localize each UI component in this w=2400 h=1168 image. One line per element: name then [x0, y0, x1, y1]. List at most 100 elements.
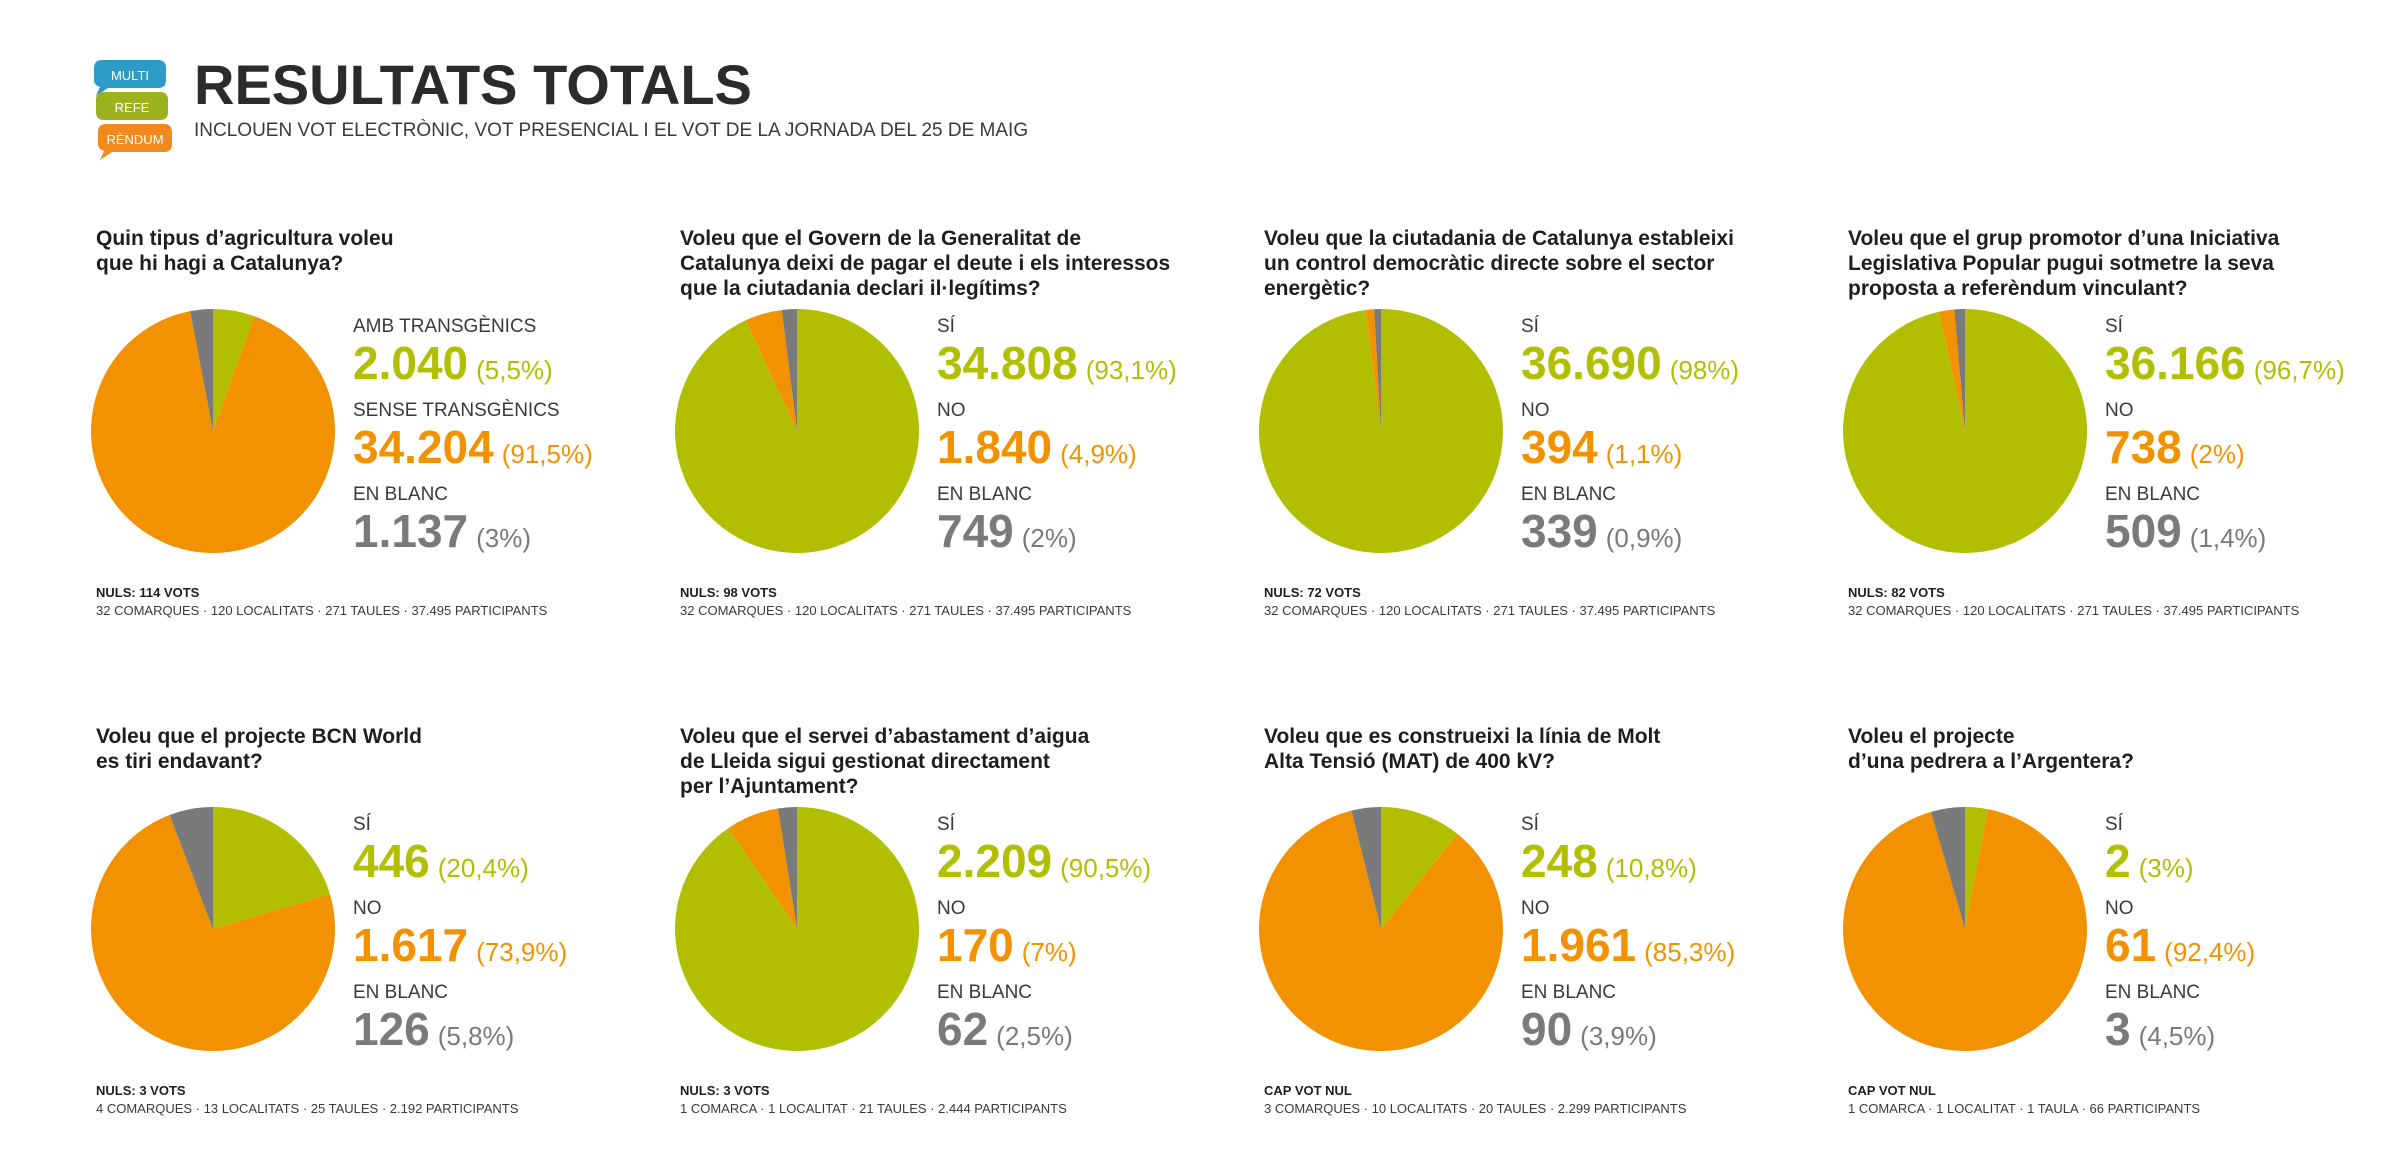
- question-line: Voleu que la ciutadania de Catalunya est…: [1264, 227, 1734, 250]
- vote-count: 339: [1521, 505, 1598, 557]
- null-votes: NULS: 82 VOTS: [1848, 585, 1945, 600]
- vote-count: 62: [937, 1003, 989, 1055]
- result-value: 1.137 (3%): [353, 504, 531, 565]
- pie-slice: [1842, 809, 2087, 1052]
- question-line: de Lleida sigui gestionat directament: [680, 750, 1050, 773]
- pie-chart: [675, 309, 920, 553]
- result-label: NO: [1521, 898, 1550, 919]
- result-value: 36.166 (96,7%): [2105, 336, 2345, 397]
- pie-chart: [91, 309, 336, 553]
- pie-chart: [675, 807, 920, 1051]
- participation-stats: 1 COMARCA · 1 LOCALITAT · 21 TAULES · 2.…: [680, 1101, 1067, 1116]
- results-legend: AMB TRANSGÈNICS 2.040 (5,5%) SENSE TRANSGÈN…: [353, 316, 673, 568]
- result-label: EN BLANC: [1521, 982, 1617, 1003]
- referendum-panel: Voleu que el grup promotor d’una Iniciat…: [1840, 226, 2400, 646]
- panel-footer: NULS: 98 VOTS 32 COMARQUES · 120 LOCALITA…: [680, 584, 1240, 620]
- null-votes: NULS: 3 VOTS: [680, 1083, 770, 1098]
- result-label: EN BLANC: [1521, 484, 1617, 505]
- question-title: Voleu que es construeixi la línia de Mol…: [1264, 724, 1804, 774]
- result-label: SÍ: [2105, 316, 2123, 337]
- vote-percent: (3%): [476, 523, 532, 553]
- vote-count: 2.209: [937, 835, 1053, 887]
- result-value: 170 (7%): [937, 918, 1077, 979]
- vote-percent: (20,4%): [437, 853, 529, 883]
- panel-footer: CAP VOT NUL 3 COMARQUES · 10 LOCALITATS ·…: [1264, 1082, 1824, 1118]
- vote-percent: (7%): [1021, 937, 1077, 967]
- result-item: SÍ 446 (20,4%): [353, 814, 673, 898]
- vote-count: 1.961: [1521, 919, 1637, 971]
- vote-count: 248: [1521, 835, 1598, 887]
- result-item: NO 394 (1,1%): [1521, 400, 1841, 484]
- participation-stats: 1 COMARCA · 1 LOCALITAT · 1 TAULA · 66 P…: [1848, 1101, 2201, 1116]
- participation-stats: 32 COMARQUES · 120 LOCALITATS · 271 TAUL…: [680, 603, 1132, 618]
- pie-slice: [1351, 807, 1381, 929]
- null-votes: CAP VOT NUL: [1264, 1083, 1352, 1098]
- pie-slice: [169, 807, 213, 929]
- result-label: EN BLANC: [2105, 982, 2201, 1003]
- result-item: EN BLANC 1.137 (3%): [353, 484, 673, 568]
- question-line: Voleu que el projecte BCN World: [96, 725, 422, 748]
- vote-percent: (93,1%): [1085, 355, 1177, 385]
- result-value: 3 (4,5%): [2105, 1002, 2215, 1063]
- page-subtitle: INCLOUEN VOT ELECTRÒNIC, VOT PRESENCIAL …: [194, 120, 1029, 141]
- pie-chart: [1842, 807, 2087, 1052]
- multireferendum-logo: MULTI REFE RÈNDUM: [94, 60, 172, 160]
- pie-slice: [1258, 309, 1503, 553]
- pie-slice: [1843, 309, 2088, 553]
- result-label: NO: [353, 898, 382, 919]
- result-label: SÍ: [2105, 814, 2123, 835]
- vote-percent: (3,9%): [1580, 1021, 1657, 1051]
- result-value: 509 (1,4%): [2105, 504, 2266, 565]
- result-value: 62 (2,5%): [937, 1002, 1073, 1063]
- result-item: NO 170 (7%): [937, 898, 1257, 982]
- question-line: Catalunya deixi de pagar el deute i els …: [680, 252, 1171, 275]
- result-label: SÍ: [1521, 316, 1539, 337]
- result-item: EN BLANC 749 (2%): [937, 484, 1257, 568]
- participation-stats: 4 COMARQUES · 13 LOCALITATS · 25 TAULES …: [96, 1101, 519, 1116]
- pie-slice: [91, 815, 336, 1052]
- pie-slice: [1374, 309, 1381, 431]
- logo-word: REFE: [115, 100, 150, 115]
- question-line: es tiri endavant?: [96, 750, 263, 773]
- result-label: NO: [1521, 400, 1550, 421]
- vote-count: 36.166: [2105, 337, 2246, 389]
- result-value: 90 (3,9%): [1521, 1002, 1657, 1063]
- result-item: SÍ 36.690 (98%): [1521, 316, 1841, 400]
- vote-count: 1.840: [937, 421, 1053, 473]
- result-item: SÍ 2 (3%): [2105, 814, 2400, 898]
- result-value: 248 (10,8%): [1521, 834, 1697, 895]
- pie-slice: [675, 309, 920, 553]
- result-value: 2.040 (5,5%): [353, 336, 553, 397]
- result-value: 126 (5,8%): [353, 1002, 514, 1063]
- question-line: energètic?: [1264, 277, 1371, 300]
- vote-percent: (2%): [1021, 523, 1077, 553]
- referendum-panel: Voleu que la ciutadania de Catalunya est…: [1256, 226, 1836, 646]
- pie-slice: [728, 808, 797, 929]
- logo-word: RÈNDUM: [106, 132, 163, 147]
- pie-slice: [1930, 807, 1965, 929]
- vote-count: 34.204: [353, 421, 494, 473]
- result-label: NO: [937, 400, 966, 421]
- vote-percent: (90,5%): [1060, 853, 1152, 883]
- participation-stats: 32 COMARQUES · 120 LOCALITATS · 271 TAUL…: [96, 603, 548, 618]
- vote-count: 170: [937, 919, 1014, 971]
- panel-footer: NULS: 72 VOTS 32 COMARQUES · 120 LOCALITA…: [1264, 584, 1824, 620]
- pie-slice: [213, 309, 255, 431]
- vote-percent: (4,5%): [2138, 1021, 2216, 1051]
- result-label: NO: [2105, 400, 2134, 421]
- question-line: Voleu que es construeixi la línia de Mol…: [1264, 725, 1661, 748]
- null-votes: NULS: 3 VOTS: [96, 1083, 186, 1098]
- result-value: 1.617 (73,9%): [353, 918, 567, 979]
- referendum-panel: Voleu que el servei d’abastament d’aigua…: [672, 724, 1252, 1144]
- result-label: EN BLANC: [353, 982, 449, 1003]
- result-label: EN BLANC: [2105, 484, 2201, 505]
- question-line: Voleu que el servei d’abastament d’aigua: [680, 725, 1090, 748]
- result-value: 1.840 (4,9%): [937, 420, 1137, 481]
- result-value: 446 (20,4%): [353, 834, 529, 895]
- pie-slice: [781, 309, 797, 431]
- logo-word: MULTI: [111, 68, 149, 83]
- result-item: NO 1.617 (73,9%): [353, 898, 673, 982]
- result-item: SÍ 2.209 (90,5%): [937, 814, 1257, 898]
- vote-count: 90: [1521, 1003, 1573, 1055]
- pie-chart: [1258, 807, 1503, 1051]
